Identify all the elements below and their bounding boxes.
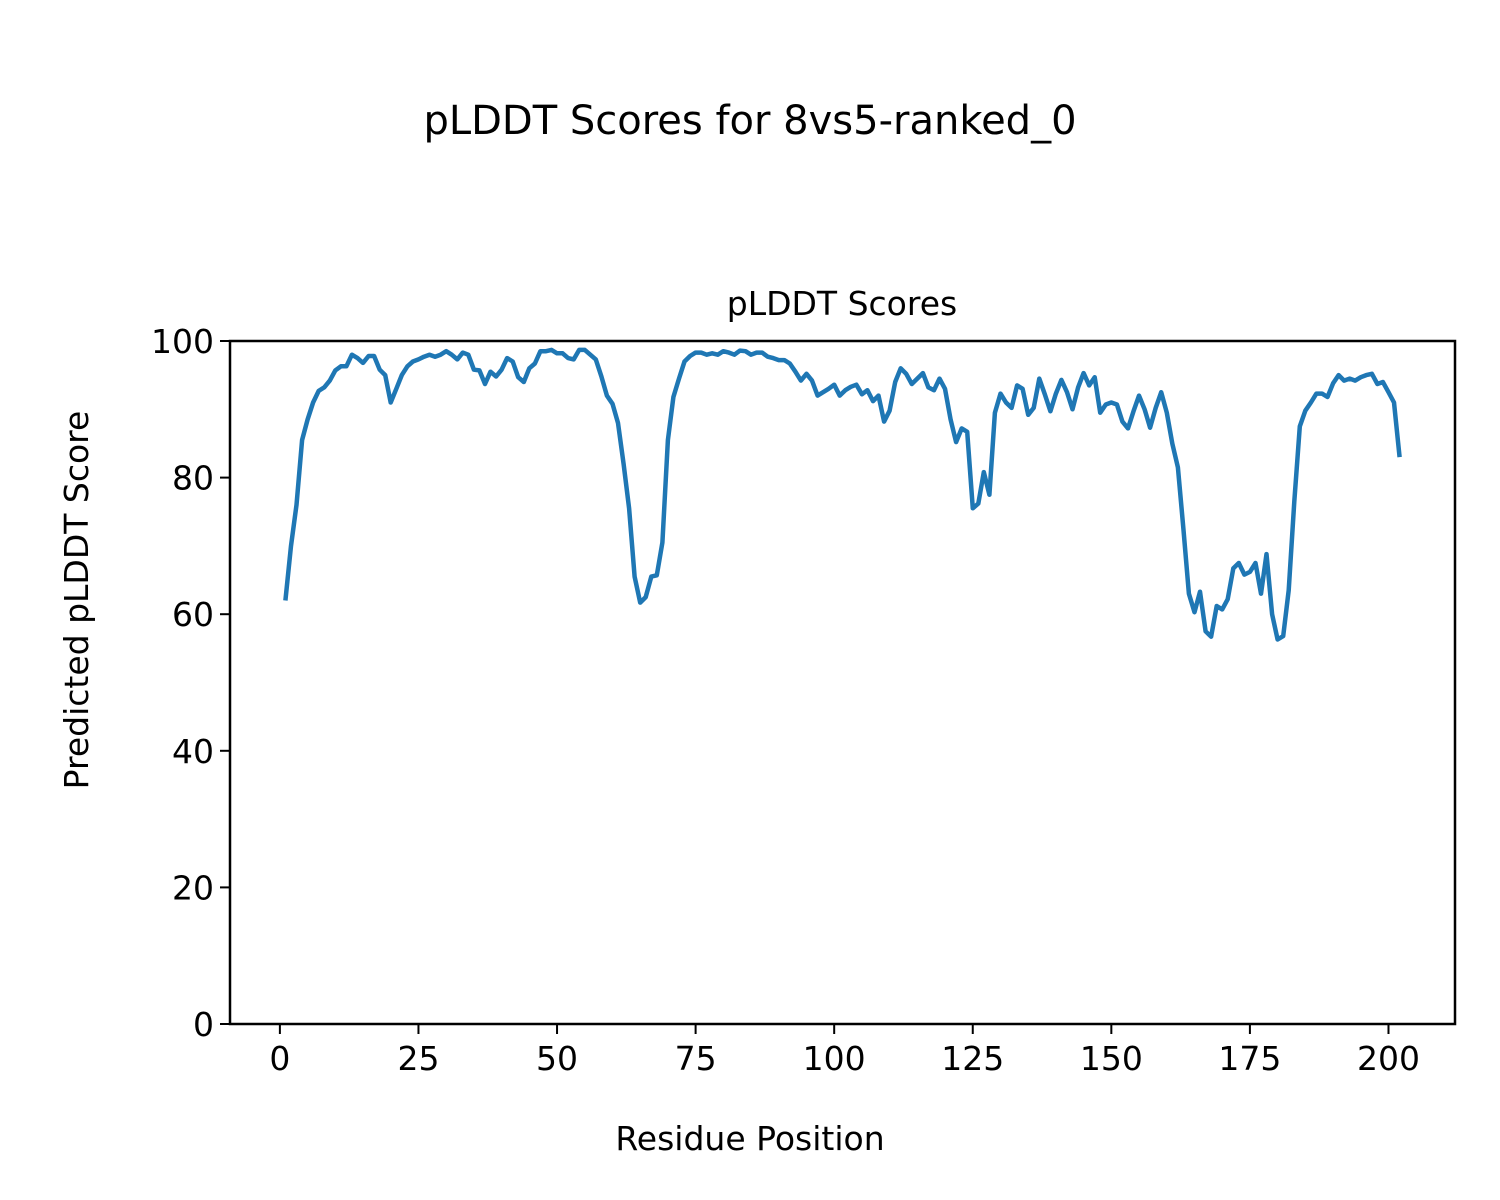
figure-suptitle: pLDDT Scores for 8vs5-ranked_0 (423, 98, 1076, 144)
series-line-plddt (283, 347, 1402, 642)
axes-title: pLDDT Scores (727, 284, 957, 323)
x-tick-label: 175 (1218, 1039, 1281, 1078)
x-tick-label: 150 (1080, 1039, 1143, 1078)
x-axis-label: Residue Position (615, 1119, 884, 1158)
x-tick-label: 200 (1357, 1039, 1420, 1078)
y-tick-label: 100 (151, 322, 214, 361)
x-tick-label: 25 (397, 1039, 439, 1078)
plot-frame (228, 339, 1457, 1026)
x-tick-label: 75 (675, 1039, 717, 1078)
x-tick-label: 125 (941, 1039, 1004, 1078)
x-tick-label: 50 (536, 1039, 578, 1078)
y-tick-label: 40 (172, 732, 214, 771)
y-tick-label: 0 (193, 1005, 214, 1044)
y-tick-label: 20 (172, 868, 214, 907)
y-axis-label: Predicted pLDDT Score (57, 411, 96, 790)
x-tick-label: 100 (803, 1039, 866, 1078)
y-tick-label: 80 (172, 459, 214, 498)
x-tick-label: 0 (269, 1039, 290, 1078)
y-tick-label: 60 (172, 595, 214, 634)
